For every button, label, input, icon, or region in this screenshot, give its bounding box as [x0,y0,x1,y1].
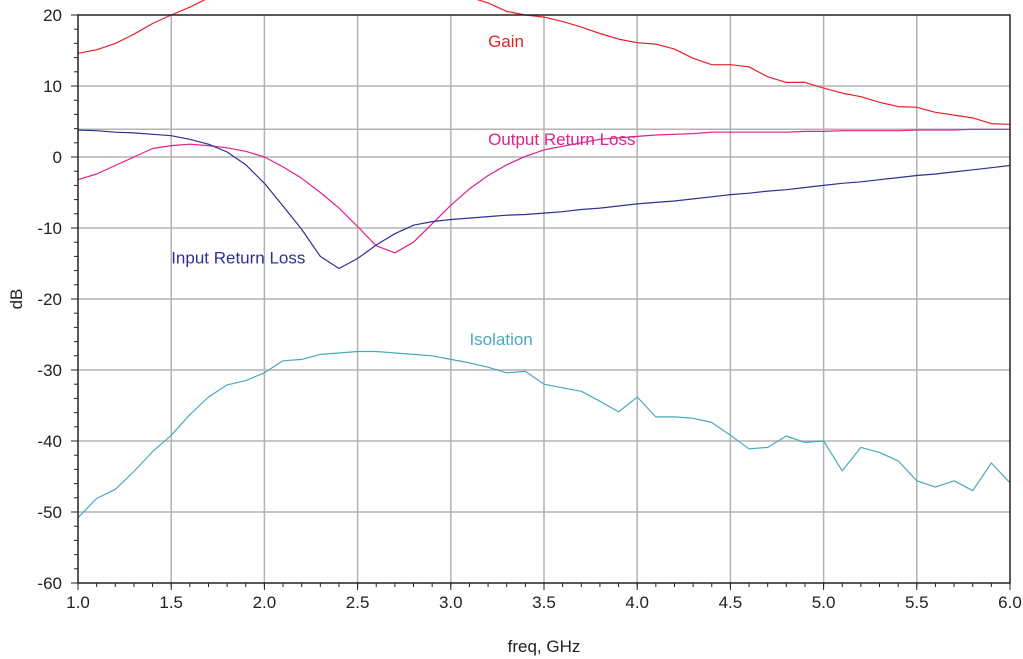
y-tick-label: -60 [37,574,62,593]
y-tick-label: 0 [53,148,62,167]
x-tick-label: 3.5 [532,593,556,612]
x-tick-label: 2.0 [253,593,277,612]
y-axis-title: dB [7,289,26,310]
series-line-gain [77,0,1011,125]
x-tick-label: 3.0 [439,593,463,612]
x-tick-label: 5.5 [905,593,929,612]
y-tick-label: -20 [37,290,62,309]
series-label-gain: Gain [488,32,524,51]
series-lines [77,0,1011,519]
x-tick-label: 4.5 [719,593,743,612]
series-line-input-return-loss [77,129,1011,270]
series-label-input-return-loss: Input Return Loss [171,249,305,268]
y-tick-label: -40 [37,432,62,451]
y-tick-label: -30 [37,361,62,380]
series-line-output-return-loss [77,128,1010,254]
tick-labels: 1.0 1.5 2.0 2.5 3.0 3.5 4.0 4.5 5.0 5.5 6.0 20 10 0 -1… [37,6,1021,612]
series-label-isolation: Isolation [469,330,532,349]
x-tick-label: 6.0 [998,593,1022,612]
series-labels: Gain Output Return Loss Input Return Loss I… [171,32,635,349]
axes [71,14,1011,590]
x-axis-title: freq, GHz [508,637,581,656]
series-label-output-return-loss: Output Return Loss [488,130,635,149]
x-tick-label: 5.0 [812,593,836,612]
y-tick-label: 10 [43,77,62,96]
grid [78,15,1010,583]
x-tick-label: 2.5 [346,593,370,612]
x-tick-label: 4.0 [625,593,649,612]
y-tick-label: -10 [37,219,62,238]
x-tick-label: 1.0 [66,593,90,612]
x-tick-label: 1.5 [159,593,183,612]
y-tick-label: 20 [43,6,62,25]
series-line-isolation [77,350,1011,519]
plot-frame [77,14,1011,584]
y-tick-label: -50 [37,503,62,522]
